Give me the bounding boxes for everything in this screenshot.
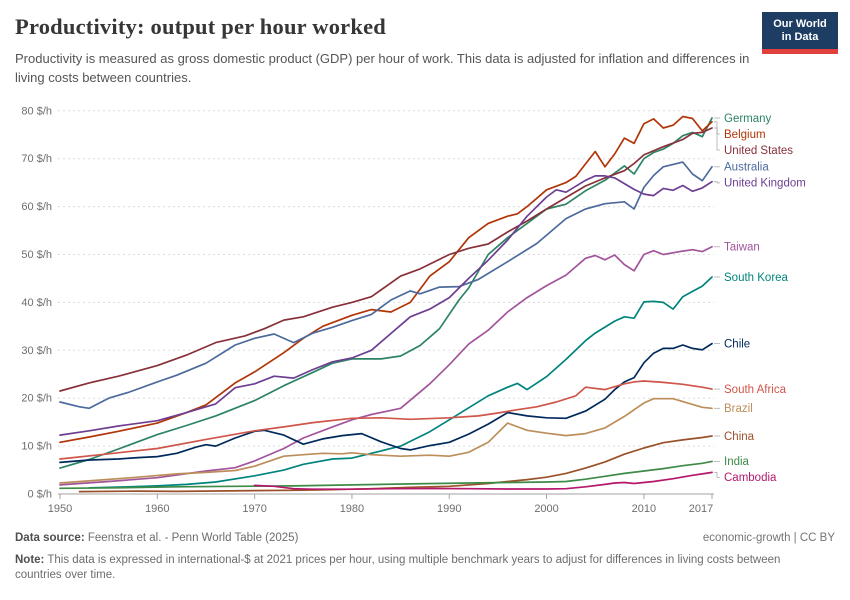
series-line-south-africa[interactable] xyxy=(59,380,713,460)
data-source: Data source: Feenstra et al. - Penn Worl… xyxy=(15,531,298,546)
series-label-taiwan[interactable]: Taiwan xyxy=(724,242,760,254)
page-title: Productivity: output per hour worked xyxy=(15,14,386,39)
note-label: Note: xyxy=(15,554,45,566)
y-tick-label: 0 $/h xyxy=(28,489,52,501)
license-text[interactable]: economic-growth | CC BY xyxy=(702,532,835,544)
x-tick-label: 2010 xyxy=(632,503,656,515)
series-label-united-kingdom[interactable]: United Kingdom xyxy=(724,178,806,190)
x-tick-label: 2000 xyxy=(534,503,558,515)
label-connector xyxy=(714,127,720,151)
series-line-united-states[interactable] xyxy=(59,127,713,392)
y-tick-label: 60 $/h xyxy=(21,201,52,213)
line-chart: 0 $/h 10 $/h 20 $/h 30 $/h 40 $/h 50 $/h 60 $/… xyxy=(0,95,850,527)
label-connector xyxy=(714,472,720,478)
note-value: This data is expressed in international-… xyxy=(15,554,781,581)
y-tick-label: 40 $/h xyxy=(21,297,52,309)
series-label-australia[interactable]: Australia xyxy=(724,162,769,174)
y-tick-label: 20 $/h xyxy=(21,393,52,405)
series-line-chile[interactable] xyxy=(59,342,713,464)
chart-footer: Data source: Feenstra et al. - Penn Worl… xyxy=(15,531,835,583)
series-label-cambodia[interactable]: Cambodia xyxy=(724,472,777,484)
series-line-cambodia[interactable] xyxy=(253,471,713,491)
chart-note: Note: This data is expressed in internat… xyxy=(15,553,823,583)
y-tick-label: 70 $/h xyxy=(21,153,52,165)
series-label-china[interactable]: China xyxy=(724,431,755,443)
logo-line-2: in Data xyxy=(781,31,819,43)
label-connector xyxy=(714,181,720,184)
series-label-brazil[interactable]: Brazil xyxy=(724,403,753,415)
series-label-germany[interactable]: Germany xyxy=(724,113,772,125)
series-line-australia[interactable] xyxy=(59,161,713,410)
data-source-label: Data source: xyxy=(15,532,85,544)
x-tick-label: 1970 xyxy=(242,503,266,515)
data-source-value[interactable]: Feenstra et al. - Penn World Table (2025… xyxy=(87,532,299,544)
x-tick-label: 1980 xyxy=(340,503,364,515)
series-label-chile[interactable]: Chile xyxy=(724,338,750,350)
x-tick-label: 1950 xyxy=(48,503,72,515)
series-label-south-korea[interactable]: South Korea xyxy=(724,272,789,284)
series-line-south-korea[interactable] xyxy=(88,276,713,489)
series-line-belgium[interactable] xyxy=(59,115,713,444)
series-line-china[interactable] xyxy=(78,435,713,493)
owid-logo[interactable]: Our World in Data xyxy=(762,12,838,54)
series-label-india[interactable]: India xyxy=(724,456,750,468)
series-label-united-states[interactable]: United States xyxy=(724,145,793,157)
series-line-united-kingdom[interactable] xyxy=(59,175,713,436)
x-tick-label: 1990 xyxy=(437,503,461,515)
y-tick-label: 10 $/h xyxy=(21,441,52,453)
series-line-taiwan[interactable] xyxy=(59,245,713,486)
series-line-india[interactable] xyxy=(59,460,713,490)
y-tick-label: 50 $/h xyxy=(21,249,52,261)
series-line-brazil[interactable] xyxy=(59,397,713,484)
series-label-south-africa[interactable]: South Africa xyxy=(724,384,787,396)
series-line-germany[interactable] xyxy=(59,117,713,469)
chart-header: Productivity: output per hour worked Our… xyxy=(0,0,850,87)
chart-subtitle: Productivity is measured as gross domest… xyxy=(15,51,750,85)
y-tick-label: 80 $/h xyxy=(21,105,52,117)
x-tick-label: 1960 xyxy=(145,503,169,515)
chart-canvas: 0 $/h 10 $/h 20 $/h 30 $/h 40 $/h 50 $/h 60 $/… xyxy=(21,105,806,515)
series-label-belgium[interactable]: Belgium xyxy=(724,129,766,141)
x-tick-label: 2017 xyxy=(689,503,713,515)
logo-line-1: Our World xyxy=(773,18,827,30)
y-tick-label: 30 $/h xyxy=(21,345,52,357)
